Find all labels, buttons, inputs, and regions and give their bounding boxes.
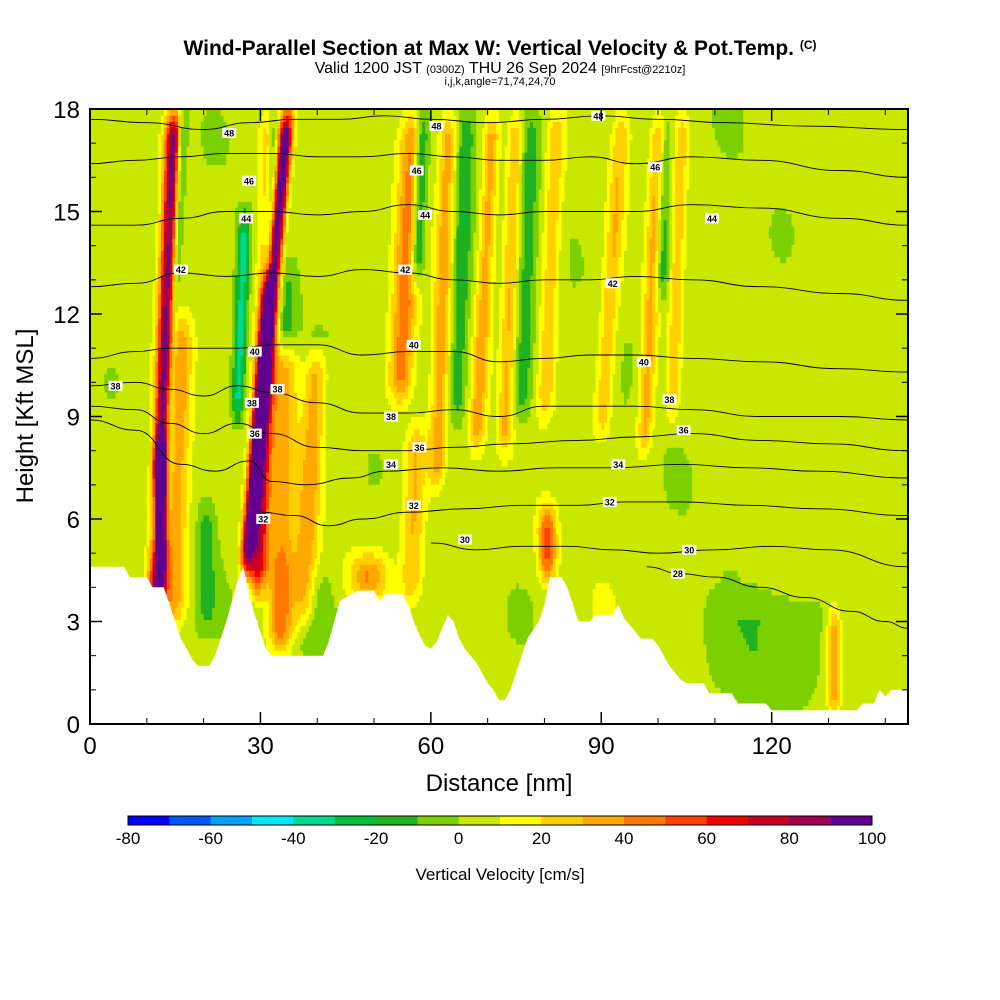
colorbar-tick-label: 0 — [454, 829, 463, 848]
y-tick-label: 6 — [67, 507, 80, 534]
isentrope-label: 44 — [239, 213, 253, 224]
colorbar-swatch — [707, 816, 749, 825]
isentrope-label: 32 — [407, 500, 421, 511]
isentrope-label: 30 — [682, 545, 696, 556]
isentrope-label: 40 — [407, 340, 421, 351]
y-axis-label: Height [Kft MSL] — [12, 329, 39, 504]
y-tick-label: 18 — [53, 97, 80, 124]
colorbar-swatch — [376, 816, 418, 825]
colorbar-swatch — [748, 816, 790, 825]
x-tick-label: 0 — [83, 733, 96, 760]
isentrope-label: 34 — [384, 459, 398, 470]
colorbar-tick-label: -20 — [364, 829, 389, 848]
isentrope-label: 36 — [677, 425, 691, 436]
isentrope-label: 46 — [648, 162, 662, 173]
y-tick-label: 3 — [67, 610, 80, 637]
isentrope-label: 44 — [705, 213, 719, 224]
isentrope-label: 42 — [398, 265, 412, 276]
colorbar-swatch — [128, 816, 170, 825]
x-axis-label: Distance [nm] — [426, 770, 573, 797]
colorbar-tick-label: -60 — [198, 829, 223, 848]
colorbar-tick-label: 20 — [532, 829, 551, 848]
colorbar-swatch — [624, 816, 666, 825]
colorbar-swatch — [252, 816, 294, 825]
colorbar-swatch — [459, 816, 501, 825]
colorbar-swatch — [169, 816, 211, 825]
isentrope-label: 28 — [671, 569, 685, 580]
isentrope-label: 34 — [611, 459, 625, 470]
colorbar-swatch — [583, 816, 625, 825]
isentrope-label: 32 — [256, 514, 270, 525]
isentrope-label: 46 — [242, 176, 256, 187]
colorbar-swatch — [831, 816, 873, 825]
colorbar-tick-label: -40 — [281, 829, 306, 848]
isentrope-label: 48 — [430, 121, 444, 131]
colorbar-tick-label: 60 — [697, 829, 716, 848]
y-tick-label: 12 — [53, 302, 80, 329]
colorbar-swatch — [789, 816, 831, 825]
isentrope-label: 32 — [603, 497, 617, 508]
colorbar-swatch — [417, 816, 459, 825]
isentrope-label: 42 — [606, 278, 620, 289]
isentrope-label: 38 — [662, 394, 676, 405]
x-tick-label: 90 — [588, 733, 615, 760]
colorbar-tick-label: 40 — [615, 829, 634, 848]
colorbar-swatch — [293, 816, 335, 825]
colorbar-tick-label: 80 — [780, 829, 799, 848]
isentrope-label: 38 — [109, 381, 123, 392]
colorbar-swatch — [665, 816, 707, 825]
x-tick-label: 60 — [417, 733, 444, 760]
isentrope-label: 40 — [248, 347, 262, 358]
isentrope-label: 38 — [245, 398, 259, 409]
isentrope-label: 38 — [384, 412, 398, 423]
isentrope-label: 36 — [412, 442, 426, 453]
colorbar: -80 -60 -40 -20 0 20 40 60 80 100 — [116, 816, 886, 848]
isentrope-label: 40 — [637, 357, 651, 368]
colorbar-swatch — [335, 816, 377, 825]
colorbar-swatch — [211, 816, 253, 825]
x-tick-label: 30 — [247, 733, 274, 760]
isentrope-label: 44 — [418, 210, 432, 221]
isentrope-label: 38 — [270, 384, 284, 395]
isentrope-label: 36 — [248, 429, 262, 440]
isentrope-label: 42 — [174, 265, 188, 276]
colorbar-tick-label: 100 — [858, 829, 886, 848]
isentrope-label: 46 — [410, 166, 424, 177]
colorbar-swatch — [500, 816, 542, 825]
colorbar-swatch — [541, 816, 583, 825]
y-tick-label: 0 — [67, 712, 80, 739]
isentrope-label: 30 — [458, 535, 472, 546]
y-tick-label: 9 — [67, 405, 80, 432]
chart-svg: 4848484646 4644 44 4442 42424040403838383838… — [0, 0, 1000, 1000]
colorbar-tick-label: -80 — [116, 829, 141, 848]
isentrope-label: 48 — [591, 111, 605, 122]
colorbar-label: Vertical Velocity [cm/s] — [415, 865, 584, 884]
x-tick-label: 120 — [752, 733, 792, 760]
y-tick-label: 15 — [53, 200, 80, 227]
velocity-field — [90, 103, 909, 724]
isentrope-label: 48 — [222, 128, 236, 139]
